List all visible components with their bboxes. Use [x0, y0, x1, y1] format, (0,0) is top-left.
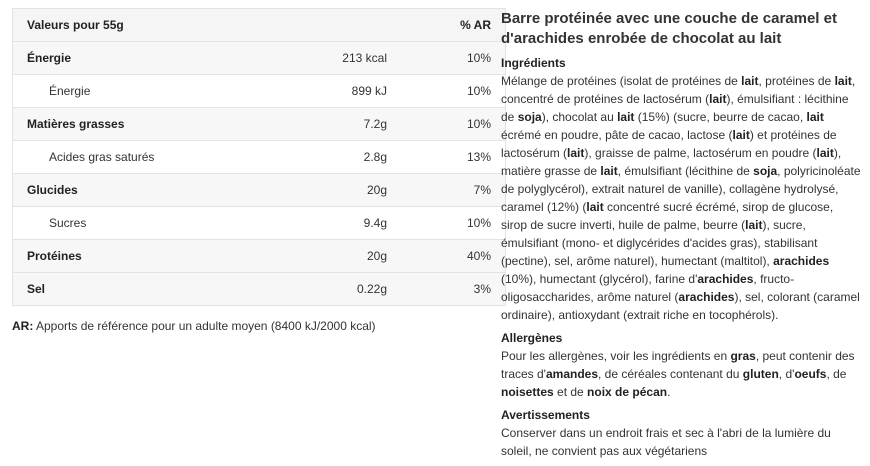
- allergens-text: Pour les allergènes, voir les ingrédient…: [501, 347, 861, 401]
- ingredient-segment: concentré sucré écrémé, sirop de glucose…: [501, 200, 834, 232]
- ingredient-segment: ), graisse de palme, lactosérum en poudr…: [584, 146, 817, 160]
- nutrient-value: 899 kJ: [247, 74, 391, 108]
- allergen-segment: , de: [826, 367, 847, 381]
- nutrient-ar: 7%: [391, 173, 506, 207]
- ingredient-segment: ) et protéines de lactosérum (: [501, 128, 837, 160]
- table-row: Sucres 9.4g 10%: [12, 206, 506, 240]
- ingredient-bold: soja: [753, 164, 778, 178]
- header-ar: % AR: [391, 8, 506, 42]
- nutrient-name: Acides gras saturés: [12, 140, 247, 174]
- ingredient-bold: lait: [600, 164, 618, 178]
- ingredient-bold: lait: [732, 128, 750, 142]
- nutrient-value: 20g: [247, 239, 391, 273]
- allergen-segment: Pour les allergènes, voir les ingrédient…: [501, 349, 731, 363]
- nutrient-value: 9.4g: [247, 206, 391, 240]
- allergen-segment: , peut contenir des traces d': [501, 349, 855, 381]
- table-row: Sel 0.22g 3%: [12, 272, 506, 306]
- reference-footnote: AR: Apports de référence pour un adulte …: [12, 319, 480, 333]
- product-title: Barre protéinée avec une couche de caram…: [501, 10, 837, 47]
- ingredient-bold: lait: [806, 110, 824, 124]
- ingredient-segment: , concentré de protéines de lactosérum (: [501, 74, 856, 106]
- ingredient-segment: , polyricinoléate de polyglycérol), extr…: [501, 164, 861, 214]
- ingredient-bold: lait: [567, 146, 585, 160]
- header-label: Valeurs pour 55g: [12, 8, 247, 42]
- ingredient-segment: (15%) (sucre, beurre de cacao,: [634, 110, 807, 124]
- nutrient-name: Sucres: [12, 206, 247, 240]
- nutrient-ar: 40%: [391, 239, 506, 273]
- ingredient-bold: lait: [586, 200, 604, 214]
- allergen-bold: noix de pécan: [587, 385, 668, 399]
- nutrient-ar: 10%: [391, 107, 506, 141]
- allergen-bold: oeufs: [794, 367, 827, 381]
- ingredient-segment: Mélange de protéines (isolat de protéine…: [501, 74, 742, 88]
- nutrient-name: Énergie: [12, 74, 247, 108]
- ingredients-text: Mélange de protéines (isolat de protéine…: [501, 72, 861, 324]
- footnote-text: Apports de référence pour un adulte moye…: [33, 319, 376, 333]
- nutrient-ar: 10%: [391, 74, 506, 108]
- ingredient-segment: , protéines de: [758, 74, 835, 88]
- ingredient-segment: ), sel, colorant (caramel ordinaire), an…: [501, 290, 860, 322]
- allergens-heading: Allergènes: [501, 331, 563, 345]
- nutrient-value: 20g: [247, 173, 391, 207]
- ingredient-bold: arachides: [697, 272, 754, 286]
- warnings-heading: Avertissements: [501, 408, 590, 422]
- nutrient-name: Énergie: [12, 41, 247, 75]
- nutrient-value: 7.2g: [247, 107, 391, 141]
- ingredient-bold: arachides: [678, 290, 735, 304]
- table-row: Acides gras saturés 2.8g 13%: [12, 140, 506, 174]
- nutrient-name: Matières grasses: [12, 107, 247, 141]
- ingredient-segment: , fructo-oligosaccharides, arôme naturel…: [501, 272, 795, 304]
- product-info: Barre protéinée avec une couche de caram…: [501, 9, 861, 466]
- ingredient-bold: lait: [816, 146, 834, 160]
- allergen-bold: gras: [730, 349, 756, 363]
- nutrient-name: Sel: [12, 272, 247, 306]
- ingredient-bold: lait: [745, 218, 763, 232]
- ingredient-bold: lait: [709, 92, 727, 106]
- ingredient-bold: soja: [517, 110, 542, 124]
- nutrient-name: Protéines: [12, 239, 247, 273]
- table-row: Énergie 213 kcal 10%: [12, 41, 506, 75]
- allergen-bold: noisettes: [501, 385, 554, 399]
- ingredients-heading: Ingrédients: [501, 56, 566, 70]
- table-row: Énergie 899 kJ 10%: [12, 74, 506, 108]
- nutrient-ar: 10%: [391, 206, 506, 240]
- nutrient-ar: 3%: [391, 272, 506, 306]
- allergen-bold: amandes: [545, 367, 599, 381]
- ingredient-bold: lait: [834, 74, 852, 88]
- allergen-bold: gluten: [742, 367, 779, 381]
- ingredient-segment: (10%), humectant (glycérol), farine d': [501, 272, 698, 286]
- nutrient-name: Glucides: [12, 173, 247, 207]
- nutrient-value: 0.22g: [247, 272, 391, 306]
- ingredient-bold: lait: [617, 110, 635, 124]
- allergen-segment: , de céréales contenant du: [598, 367, 743, 381]
- ingredient-segment: ), matière grasse de: [501, 146, 842, 178]
- ingredient-segment: , émulsifiant (lécithine de: [617, 164, 754, 178]
- allergen-segment: et de: [553, 385, 588, 399]
- nutrient-value: 2.8g: [247, 140, 391, 174]
- table-row: Glucides 20g 7%: [12, 173, 506, 207]
- header-value-spacer: [247, 8, 391, 42]
- nutrition-panel: Valeurs pour 55g % AR Énergie 213 kcal 1…: [12, 8, 506, 333]
- ingredient-segment: ), émulsifiant : lécithine de: [501, 92, 849, 124]
- table-header-row: Valeurs pour 55g % AR: [12, 8, 506, 42]
- table-row: Protéines 20g 40%: [12, 239, 506, 273]
- nutrient-value: 213 kcal: [247, 41, 391, 75]
- table-row: Matières grasses 7.2g 10%: [12, 107, 506, 141]
- footnote-label: AR:: [12, 319, 34, 333]
- ingredient-segment: ), sucre, émulsifiant (mono- et diglycér…: [501, 218, 818, 268]
- allergen-segment: .: [667, 385, 671, 399]
- nutrient-ar: 10%: [391, 41, 506, 75]
- ingredient-segment: ), chocolat au: [541, 110, 618, 124]
- nutrient-ar: 13%: [391, 140, 506, 174]
- nutrition-table: Valeurs pour 55g % AR Énergie 213 kcal 1…: [12, 8, 506, 306]
- ingredient-bold: arachides: [773, 254, 830, 268]
- ingredient-bold: lait: [741, 74, 759, 88]
- allergen-segment: , d': [778, 367, 795, 381]
- ingredient-segment: écrémé en poudre, pâte de cacao, lactose…: [501, 128, 733, 142]
